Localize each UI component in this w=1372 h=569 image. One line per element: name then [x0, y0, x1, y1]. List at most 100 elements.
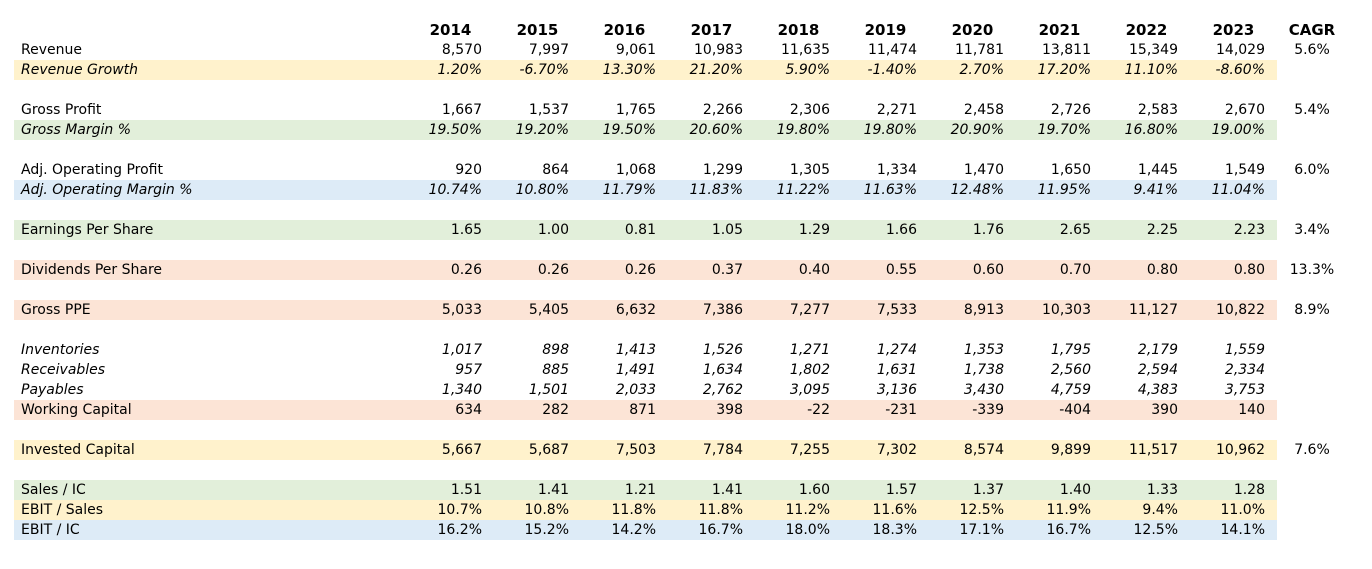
year-header: 2014 [429, 21, 472, 39]
table-row: Revenue 8,570 7,997 9,061 10,983 11,635 11,474… [14, 40, 1347, 60]
value-cell: 17.1% [929, 520, 1016, 540]
cagr-cell [1277, 360, 1347, 380]
table-row: Working Capital 634 282 871 398 -22 -231 -339 -4… [14, 400, 1347, 420]
row-label: Gross PPE [14, 300, 407, 320]
value-cell: 1,413 [615, 342, 656, 358]
value-cell: 8,570 [441, 42, 482, 58]
value-cell: 2,271 [876, 102, 917, 118]
value-cell: 0.26 [581, 260, 668, 280]
value-cell: 1,738 [963, 362, 1004, 378]
row-label: Revenue Growth [14, 60, 407, 80]
value-cell: 11.6% [842, 500, 929, 520]
value-cell: 1.29 [755, 220, 842, 240]
value-cell: 18.0% [755, 520, 842, 540]
value-cell: 11.04% [1190, 180, 1277, 200]
value-cell: 1,491 [615, 362, 656, 378]
spacer-row [14, 80, 1347, 100]
value-cell: 1.28 [1190, 480, 1277, 500]
value-cell: 0.80 [1190, 260, 1277, 280]
value-cell: -8.60% [1190, 60, 1277, 80]
value-cell: 5,667 [407, 440, 494, 460]
value-cell: 10.8% [494, 500, 581, 520]
value-cell: 10,983 [694, 42, 743, 58]
table-body: Revenue 8,570 7,997 9,061 10,983 11,635 11,474… [14, 40, 1347, 540]
value-cell: 1.37 [929, 480, 1016, 500]
row-label: Gross Profit [21, 102, 102, 118]
cagr-cell: 13.3% [1289, 262, 1335, 278]
spacer-cell [14, 240, 1347, 260]
value-cell: 4,759 [1050, 382, 1091, 398]
year-header: 2023 [1212, 21, 1255, 39]
value-cell: 19.50% [581, 120, 668, 140]
value-cell: 2,726 [1050, 102, 1091, 118]
spacer-row [14, 200, 1347, 220]
value-cell: 0.40 [755, 260, 842, 280]
spacer-cell [14, 460, 1347, 480]
value-cell: 1,470 [963, 162, 1004, 178]
value-cell: 11.83% [668, 180, 755, 200]
value-cell: 1.00 [494, 220, 581, 240]
row-label: EBIT / Sales [14, 500, 407, 520]
value-cell: 16.7% [1016, 520, 1103, 540]
cagr-cell [1277, 500, 1347, 520]
cagr-cell: 3.4% [1294, 222, 1330, 238]
value-cell: 7,997 [528, 42, 569, 58]
value-cell: 1.21 [581, 480, 668, 500]
year-header: 2015 [516, 21, 559, 39]
value-cell: 398 [668, 400, 755, 420]
cagr-cell [1277, 480, 1347, 500]
value-cell: 10.74% [407, 180, 494, 200]
value-cell: 12.5% [1103, 520, 1190, 540]
spacer-cell [14, 320, 1347, 340]
spacer-row [14, 460, 1347, 480]
value-cell: 8,574 [929, 440, 1016, 460]
cagr-cell [1277, 340, 1347, 360]
value-cell: 19.80% [842, 120, 929, 140]
value-cell: 282 [494, 400, 581, 420]
row-label: Adj. Operating Margin % [14, 180, 407, 200]
financial-summary-sheet: 2014 2015 2016 2017 2018 2019 2020 2021 2022 2023… [14, 20, 1347, 540]
spacer-row [14, 280, 1347, 300]
value-cell: 2,560 [1050, 362, 1091, 378]
value-cell: 11,127 [1103, 300, 1190, 320]
value-cell: 16.7% [668, 520, 755, 540]
table-row: Gross Margin % 19.50% 19.20% 19.50% 20.60% 19… [14, 120, 1347, 140]
value-cell: 19.50% [407, 120, 494, 140]
value-cell: 1,274 [876, 342, 917, 358]
value-cell: 10,822 [1190, 300, 1277, 320]
value-cell: 0.80 [1103, 260, 1190, 280]
value-cell: -231 [842, 400, 929, 420]
value-cell: 12.48% [929, 180, 1016, 200]
table-row: Invested Capital 5,667 5,687 7,503 7,784 7,25… [14, 440, 1347, 460]
value-cell: -22 [755, 400, 842, 420]
value-cell: 1.33 [1103, 480, 1190, 500]
value-cell: 1.41 [668, 480, 755, 500]
financial-table: 2014 2015 2016 2017 2018 2019 2020 2021 2022 2023… [14, 20, 1347, 540]
row-label: EBIT / IC [14, 520, 407, 540]
value-cell: 11,474 [868, 42, 917, 58]
value-cell: 11.95% [1016, 180, 1103, 200]
value-cell: 19.70% [1016, 120, 1103, 140]
value-cell: 1,631 [876, 362, 917, 378]
value-cell: 1.51 [407, 480, 494, 500]
cagr-cell [1277, 180, 1347, 200]
value-cell: 864 [542, 162, 569, 178]
value-cell: 885 [542, 362, 569, 378]
year-header: 2017 [690, 21, 733, 39]
value-cell: 1.76 [929, 220, 1016, 240]
value-cell: 19.80% [755, 120, 842, 140]
value-cell: 19.20% [494, 120, 581, 140]
value-cell: 1,353 [963, 342, 1004, 358]
row-label: Inventories [21, 342, 100, 358]
cagr-header: CAGR [1288, 21, 1336, 39]
value-cell: 11,781 [955, 42, 1004, 58]
cagr-cell: 5.4% [1294, 102, 1330, 118]
value-cell: 13,811 [1042, 42, 1091, 58]
value-cell: 1,549 [1224, 162, 1265, 178]
value-cell: 1,765 [615, 102, 656, 118]
table-row: EBIT / Sales 10.7% 10.8% 11.8% 11.8% 11.2% 11.… [14, 500, 1347, 520]
value-cell: 11.22% [755, 180, 842, 200]
cagr-cell [1277, 60, 1347, 80]
value-cell: 2,334 [1224, 362, 1265, 378]
cagr-cell [1277, 120, 1347, 140]
